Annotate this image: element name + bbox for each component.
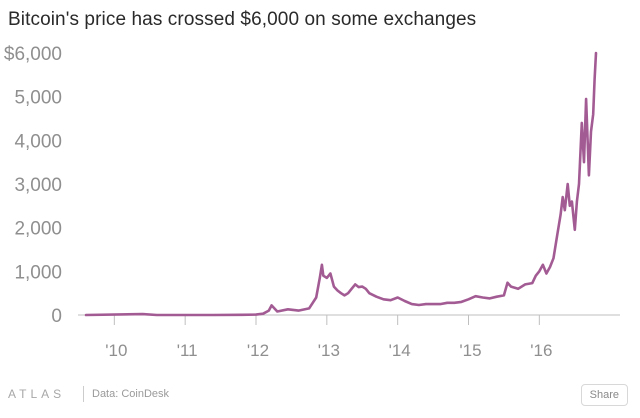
y-tick-label: 5,000 [14, 88, 62, 109]
x-tick-label: '11 [177, 341, 198, 360]
price-line [84, 51, 598, 317]
y-tick-label: 4,000 [14, 131, 62, 152]
y-tick-label: 0 [51, 306, 62, 327]
chart-title: Bitcoin's price has crossed $6,000 on so… [8, 9, 477, 30]
x-tick-label: '14 [389, 341, 411, 360]
share-button[interactable]: Share [580, 384, 628, 406]
x-tick-label: '12 [247, 341, 269, 360]
y-tick-label: 2,000 [14, 219, 62, 240]
x-tick-label: '10 [105, 341, 127, 360]
y-tick-label: 3,000 [14, 175, 62, 196]
atlas-logo: ATLAS [8, 387, 66, 401]
chart-footer: ATLAS Data: CoinDesk Share [8, 378, 632, 410]
y-tick-label: 1,000 [14, 262, 62, 283]
x-tick-label: '16 [530, 341, 552, 360]
footer-divider [83, 386, 84, 402]
x-tick-label: '13 [318, 341, 340, 360]
x-tick-label: '15 [459, 341, 481, 360]
y-tick-label: $6,000 [4, 44, 62, 65]
data-source: Data: CoinDesk [92, 388, 170, 400]
